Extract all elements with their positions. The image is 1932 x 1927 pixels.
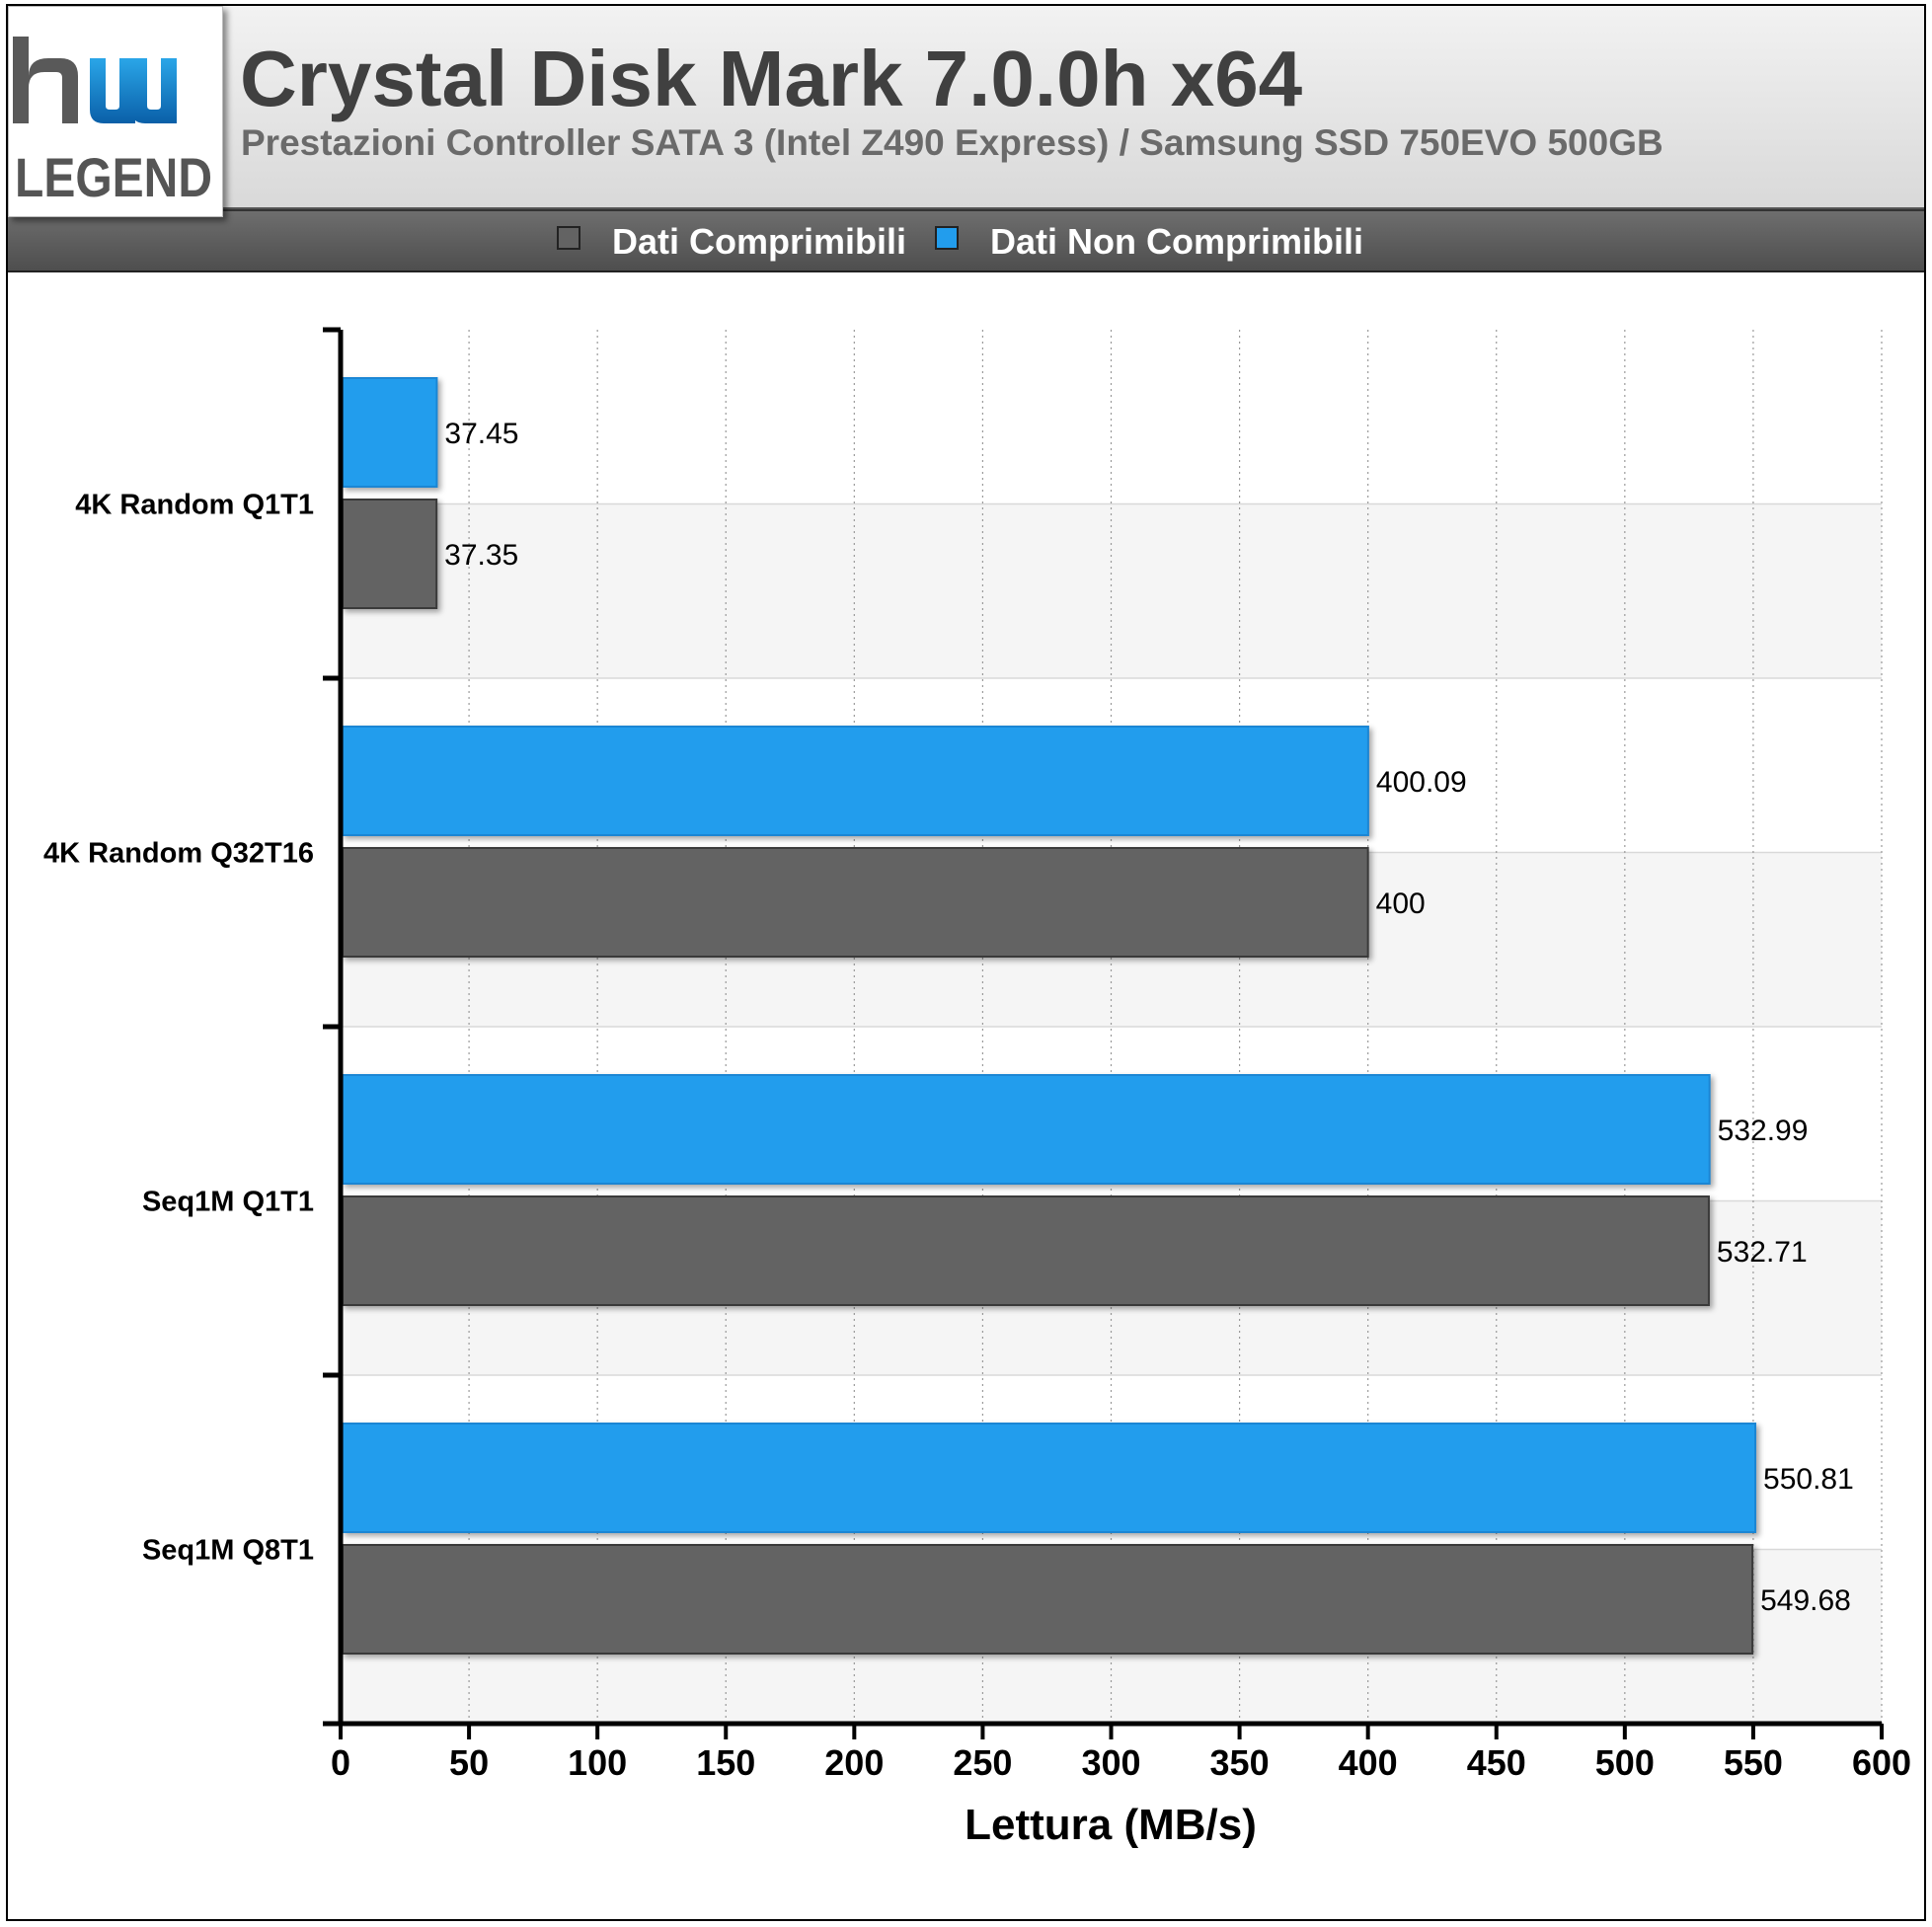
chart-title: Crystal Disk Mark 7.0.0h x64 xyxy=(240,35,1303,122)
legend-swatch-incompressible xyxy=(935,226,959,250)
data-labels: 37.45 400.09 532.99 550.81 37.35 400 532.71 549… xyxy=(444,418,1854,1617)
data-label: 400.09 xyxy=(1376,766,1467,799)
x-tick-label: 400 xyxy=(1339,1742,1398,1783)
data-label: 400 xyxy=(1376,887,1426,920)
x-tick-label: 150 xyxy=(696,1742,755,1783)
x-tick-label: 300 xyxy=(1081,1742,1140,1783)
data-label: 550.81 xyxy=(1763,1463,1854,1496)
x-tick-label: 0 xyxy=(331,1742,350,1783)
x-tick-label: 550 xyxy=(1724,1742,1783,1783)
hw-logo-mark: LEGEND xyxy=(13,37,212,208)
x-tick-label: 450 xyxy=(1467,1742,1526,1783)
x-tick-label: 50 xyxy=(449,1742,489,1783)
bar-compressible xyxy=(342,499,438,609)
bar-incompressible xyxy=(342,726,1369,836)
x-tick-label: 500 xyxy=(1595,1742,1655,1783)
bar-incompressible xyxy=(342,377,438,488)
data-label: 549.68 xyxy=(1760,1584,1851,1617)
logo-wordmark: LEGEND xyxy=(15,146,212,208)
x-tick-label: 250 xyxy=(953,1742,1012,1783)
bar-compressible xyxy=(342,1195,1710,1306)
category-labels: 4K Random Q1T1 4K Random Q32T16 Seq1M Q1T1… xyxy=(43,490,314,1567)
data-label: 37.35 xyxy=(444,539,518,572)
bar-incompressible xyxy=(342,1423,1757,1533)
legend-logo: LEGEND xyxy=(8,6,223,217)
data-label: 532.99 xyxy=(1718,1115,1809,1147)
chart-subtitle: Prestazioni Controller SATA 3 (Intel Z49… xyxy=(241,122,1663,163)
x-tick-label: 600 xyxy=(1852,1742,1911,1783)
chart-header xyxy=(8,6,1924,209)
category-label: 4K Random Q32T16 xyxy=(43,838,314,870)
tick-labels: 0 50 100 150 200 250 300 350 400 450 500 550 600 xyxy=(331,1742,1911,1783)
x-tick-label: 100 xyxy=(568,1742,627,1783)
bars xyxy=(342,377,1757,1655)
x-tick-label: 200 xyxy=(824,1742,884,1783)
bar-compressible xyxy=(342,1544,1754,1655)
bar-compressible xyxy=(342,847,1369,958)
legend-label-compressible: Dati Comprimibili xyxy=(612,221,907,262)
axes xyxy=(323,327,1884,1739)
legend-bar xyxy=(8,209,1924,272)
data-label: 532.71 xyxy=(1717,1236,1808,1269)
data-label: 37.45 xyxy=(444,418,518,450)
x-axis-title: Lettura (MB/s) xyxy=(965,1801,1257,1849)
category-label: Seq1M Q8T1 xyxy=(142,1535,314,1567)
bar-incompressible xyxy=(342,1074,1711,1185)
category-label: 4K Random Q1T1 xyxy=(75,490,314,521)
category-label: Seq1M Q1T1 xyxy=(142,1187,314,1218)
legend-label-incompressible: Dati Non Comprimibili xyxy=(990,221,1363,262)
legend-swatch-compressible xyxy=(557,226,580,250)
x-tick-label: 350 xyxy=(1210,1742,1270,1783)
